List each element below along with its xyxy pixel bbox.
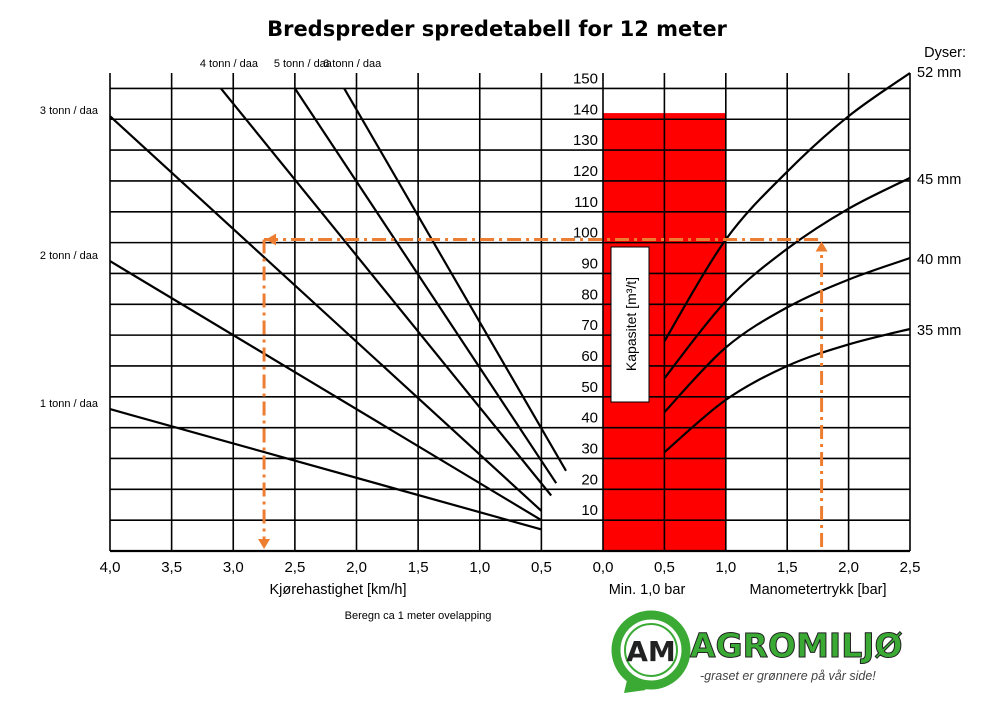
- arrow-down-icon: [258, 539, 271, 549]
- min-pressure-label: Min. 1,0 bar: [609, 582, 686, 598]
- rate-line: [109, 260, 542, 522]
- rate-line: [293, 87, 558, 484]
- capacity-tick-label: 110: [574, 194, 598, 211]
- rate-line-label: 1 tonn / daa: [40, 398, 99, 410]
- logo-monogram: AM: [626, 635, 676, 668]
- speed-tick-label: 4,0: [100, 559, 121, 576]
- rate-line-label: 6 tonn / daa: [323, 58, 382, 70]
- capacity-tick-label: 80: [581, 286, 598, 303]
- capacity-tick-label: 90: [581, 255, 598, 272]
- pressure-tick-label: 2,5: [900, 559, 921, 576]
- capacity-tick-label: 50: [581, 379, 598, 396]
- capacity-tick-label: 10: [581, 502, 598, 519]
- rate-line-label: 4 tonn / daa: [200, 58, 259, 70]
- logo-ring: [611, 610, 691, 690]
- capacity-tick-label: 60: [581, 348, 598, 365]
- pressure-tick-label: 0,0: [593, 559, 614, 576]
- capacity-tick-label: 30: [581, 440, 598, 457]
- pressure-tick-label: 0,5: [654, 559, 675, 576]
- chart-title: Bredspreder spredetabell for 12 meter: [267, 17, 727, 41]
- capacity-tick-label: 150: [573, 70, 598, 87]
- nozzle-label: 40 mm: [917, 252, 961, 268]
- rate-line: [109, 408, 542, 531]
- agromiljo-logo: AM AGROMILJØ -graset er grønnere på vår …: [611, 610, 903, 693]
- nozzle-curve: [663, 72, 911, 342]
- nozzle-curve: [663, 176, 911, 379]
- speed-axis-label: Kjørehastighet [km/h]: [270, 582, 407, 598]
- speed-tick-label: 2,0: [346, 559, 367, 576]
- pressure-tick-label: 2,0: [838, 559, 859, 576]
- capacity-tick-label: 70: [581, 317, 598, 334]
- arrow-left-icon: [266, 233, 277, 246]
- rate-line: [220, 87, 553, 497]
- rate-line: [343, 87, 567, 472]
- nozzle-label: 35 mm: [917, 323, 961, 339]
- capacity-tick-label: 130: [573, 132, 598, 149]
- nozzle-label: 52 mm: [917, 65, 961, 81]
- nozzle-label: 45 mm: [917, 172, 961, 188]
- nozzle-curve: [663, 327, 911, 454]
- speed-tick-label: 3,5: [161, 559, 182, 576]
- capacity-tick-label: 20: [581, 471, 598, 488]
- speed-tick-label: 1,5: [408, 559, 429, 576]
- logo-arrow-icon: [624, 676, 646, 693]
- capacity-label-box: [610, 246, 650, 403]
- logo-badge: [624, 623, 678, 677]
- capacity-tick-label: 140: [573, 101, 598, 118]
- rate-line-label: 2 tonn / daa: [40, 250, 99, 262]
- rate-line-label: 3 tonn / daa: [40, 105, 99, 117]
- capacity-axis-label: Kapasitet [m³/t]: [623, 277, 639, 371]
- speed-tick-label: 1,0: [469, 559, 490, 576]
- logo-tagline: -graset er grønnere på vår side!: [700, 669, 876, 683]
- capacity-tick-label: 100: [573, 225, 598, 242]
- pressure-tick-label: 1,0: [715, 559, 736, 576]
- capacity-tick-label: 40: [581, 410, 598, 427]
- speed-tick-label: 3,0: [223, 559, 244, 576]
- capacity-tick-label: 120: [573, 163, 598, 180]
- pressure-tick-label: 1,5: [777, 559, 798, 576]
- pressure-axis-label: Manometertrykk [bar]: [750, 582, 887, 598]
- nozzle-curve: [663, 256, 911, 413]
- nozzle-heading: Dyser:: [924, 45, 966, 61]
- speed-tick-label: 0,5: [531, 559, 552, 576]
- arrow-up-icon: [815, 241, 828, 252]
- footnote: Beregn ca 1 meter ovelapping: [345, 610, 492, 622]
- logo-name: AGROMILJØ: [690, 626, 903, 665]
- rate-line: [109, 115, 543, 512]
- speed-tick-label: 2,5: [284, 559, 305, 576]
- rate-line-label: 5 tonn / daa: [274, 58, 333, 70]
